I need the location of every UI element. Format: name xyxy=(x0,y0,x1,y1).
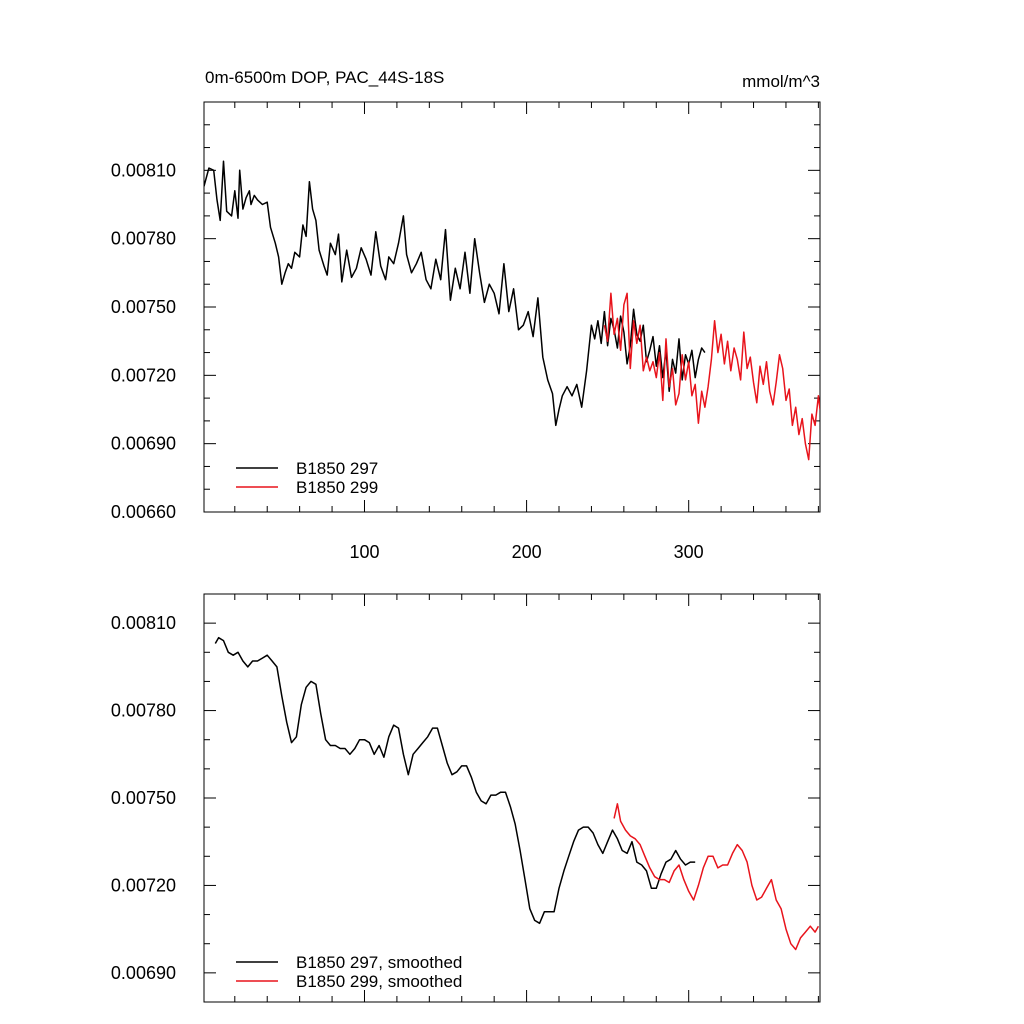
units-label: mmol/m^3 xyxy=(742,72,820,91)
y-tick-label: 0.00750 xyxy=(111,788,176,808)
chart-title: 0m-6500m DOP, PAC_44S-18S xyxy=(205,68,444,87)
y-tick-label: 0.00690 xyxy=(111,963,176,983)
plot-frame xyxy=(203,593,821,1003)
series-line-0 xyxy=(204,160,706,427)
plot-frame xyxy=(203,101,821,513)
y-tick-label: 0.00780 xyxy=(111,701,176,721)
y-tick-label: 0.00810 xyxy=(111,160,176,180)
top-panel: 0m-6500m DOP, PAC_44S-18S mmol/m^3 0.006… xyxy=(111,68,821,562)
x-tick-label: 300 xyxy=(674,542,704,562)
legend-label-0: B1850 297 xyxy=(296,459,378,478)
x-tick-label: 100 xyxy=(349,542,379,562)
x-tick-label: 200 xyxy=(512,542,542,562)
series-line-1 xyxy=(613,803,820,951)
legend-label-1: B1850 299 xyxy=(296,478,378,497)
y-tick-label: 0.00720 xyxy=(111,365,176,385)
y-tick-label: 0.00750 xyxy=(111,297,176,317)
y-tick-label: 0.00810 xyxy=(111,613,176,633)
series-line-1 xyxy=(603,292,820,461)
y-tick-label: 0.00720 xyxy=(111,875,176,895)
y-tick-label: 0.00690 xyxy=(111,434,176,454)
y-tick-label: 0.00660 xyxy=(111,502,176,522)
bottom-panel: 0.00690 0.00720 0.00750 0.00780 0.00810 B1850… xyxy=(111,593,821,1003)
legend-label-0: B1850 297, smoothed xyxy=(296,953,462,972)
series-line-0 xyxy=(214,636,696,925)
y-tick-label: 0.00780 xyxy=(111,229,176,249)
legend-label-1: B1850 299, smoothed xyxy=(296,972,462,991)
